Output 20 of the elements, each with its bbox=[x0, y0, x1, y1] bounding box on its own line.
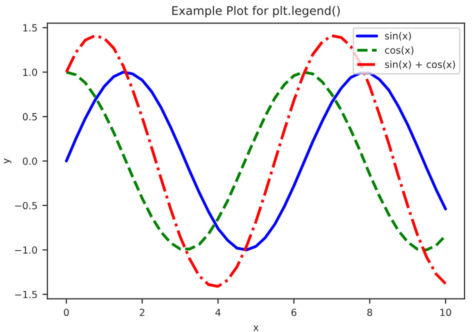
x-tick-label: 2 bbox=[140, 308, 144, 316]
x-axis-title: x bbox=[253, 326, 259, 331]
y-tick-label: 0.0 bbox=[22, 158, 38, 165]
y-tick-label: −0.5 bbox=[15, 202, 37, 210]
line-series bbox=[64, 70, 447, 252]
legend-label: sin(x) bbox=[385, 32, 411, 41]
y-tick-label: 0.5 bbox=[22, 113, 37, 120]
y-tick-label: −1.5 bbox=[15, 290, 37, 298]
x-tick-label: 8 bbox=[367, 308, 372, 316]
x-tick-label: 6 bbox=[291, 308, 296, 316]
x-tick-label: 10 bbox=[440, 308, 452, 316]
legend-label: cos(x) bbox=[385, 46, 414, 55]
y-tick-label: 1.0 bbox=[23, 68, 38, 76]
chart-title: Example Plot for plt.legend() bbox=[172, 6, 340, 18]
legend-label: sin(x) + cos(x) bbox=[385, 60, 455, 70]
y-tick-label: −1.0 bbox=[15, 246, 38, 254]
x-tick-label: 0 bbox=[64, 308, 69, 316]
x-tick-label: 4 bbox=[215, 308, 221, 316]
y-axis-title: y bbox=[4, 158, 12, 164]
y-tick-label: 1.5 bbox=[23, 24, 37, 32]
